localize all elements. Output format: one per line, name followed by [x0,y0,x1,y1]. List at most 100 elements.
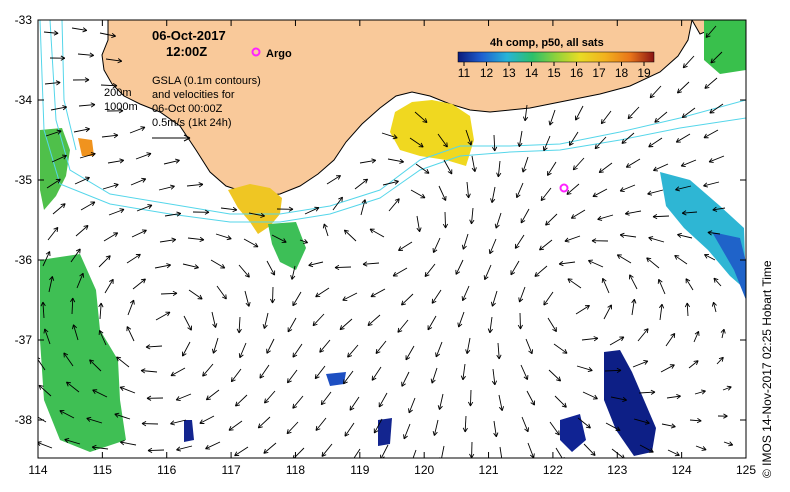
velocity-arrow-head [222,294,227,300]
velocity-arrow [545,213,558,226]
velocity-arrow-head [322,223,328,229]
velocity-arrow-head [703,182,709,188]
velocity-arrow-head [286,429,292,435]
velocity-arrow [471,155,476,172]
velocity-arrow [548,369,561,382]
velocity-arrow [188,289,203,300]
velocity-arrow [344,422,355,437]
velocity-arrow [170,367,186,377]
velocity-arrow-head [113,183,119,188]
velocity-arrow [132,278,146,290]
velocity-arrow [681,159,697,167]
velocity-arrow-head [292,403,298,409]
velocity-arrow-head [199,236,205,242]
velocity-arrow [403,423,411,440]
velocity-arrow [239,342,247,358]
velocity-arrow-head [593,336,599,342]
velocity-arrow [516,182,524,198]
velocity-arrow [547,317,557,332]
velocity-arrow [661,423,676,428]
scale-arrow [152,134,191,142]
velocity-arrow-head [63,352,69,358]
velocity-arrow [653,163,669,171]
argo-float-marker [559,183,569,193]
velocity-arrow-head [49,276,55,281]
velocity-arrow [710,51,723,64]
gsla-line-4: 0.5m/s (1kt 24h) [152,117,231,129]
velocity-arrow-head [592,192,598,198]
velocity-arrow [594,136,607,150]
velocity-arrow-head [109,278,114,284]
velocity-arrow [380,444,389,458]
velocity-arrow-head [707,230,713,236]
velocity-arrow [520,208,530,224]
velocity-arrow-head [728,441,734,447]
sst-patch-blue-east [712,232,746,300]
x-tick-label: 116 [157,463,176,477]
colorbar-tick-label: 17 [592,66,606,80]
velocity-arrow-head [619,232,625,238]
velocity-arrow-head [314,206,320,212]
contour-west-shelf [61,20,77,151]
velocity-arrow-head [140,126,146,132]
velocity-arrow [543,135,551,151]
velocity-arrow-head [572,165,578,171]
velocity-arrow-head [427,325,433,331]
velocity-arrow-head [344,431,350,437]
sst-patch-blue-small [326,372,346,386]
velocity-arrow-head [681,113,687,119]
velocity-arrow-head [517,324,523,330]
velocity-arrow [130,178,146,186]
velocity-arrow-head [494,223,500,229]
velocity-arrow [321,443,333,457]
velocity-arrow-head [312,321,318,327]
sst-patch-warm-central [390,100,474,166]
velocity-arrow-head [86,416,92,422]
velocity-arrow [359,159,376,164]
x-tick-label: 115 [93,463,112,477]
velocity-arrow [154,264,171,269]
velocity-arrow [220,207,237,211]
velocity-arrow-head [676,88,682,94]
velocity-arrow-head [720,328,726,334]
velocity-arrow-head [401,300,406,306]
velocity-arrow-head [643,360,649,365]
velocity-arrow [312,313,325,326]
velocity-arrow-head [455,269,461,275]
velocity-arrow-head [652,213,658,220]
plot-frame [37,19,747,459]
velocity-arrow [427,315,437,331]
velocity-arrow [611,448,625,458]
velocity-arrow-head [288,206,294,212]
velocity-arrow [465,129,472,146]
velocity-arrow [539,239,553,251]
velocity-arrow [553,343,568,354]
velocity-arrow [438,185,447,201]
velocity-arrow [499,446,503,458]
velocity-arrow-head [674,254,680,260]
velocity-arrow-head [625,163,631,168]
velocity-arrow-head [500,459,504,463]
velocity-arrow [343,370,354,385]
velocity-arrow-head [56,129,62,135]
velocity-arrow-head [141,177,147,183]
velocity-arrow-head [442,223,449,229]
velocity-arrow [63,352,74,367]
velocity-arrow-head [176,446,182,452]
velocity-arrow [114,413,131,420]
velocity-arrow-head [704,253,710,259]
velocity-arrow-head [405,355,411,361]
velocity-arrow-head [570,214,576,219]
velocity-arrow-head [343,229,349,235]
velocity-arrow [119,386,136,394]
velocity-arrow [493,134,496,152]
velocity-arrow [685,278,694,291]
velocity-arrow [470,389,472,407]
velocity-arrow-head [462,427,468,433]
velocity-arrow-head [708,158,714,163]
velocity-arrow [164,213,181,217]
velocity-arrow [455,259,464,275]
velocity-arrow [572,157,585,171]
velocity-arrow [50,106,67,111]
velocity-arrow-head [621,139,627,144]
